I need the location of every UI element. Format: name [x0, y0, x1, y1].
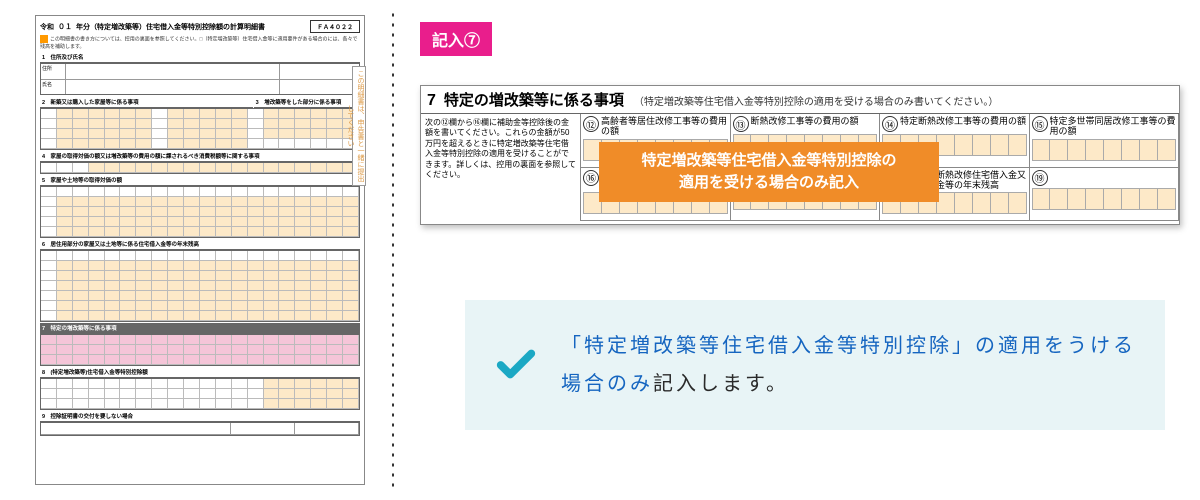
callout-text: 「特定増改築等住宅借入金等特別控除」の適用をうける場合のみ記入します。: [561, 327, 1137, 403]
section-6-body: [40, 250, 360, 322]
section-8-body: [40, 378, 360, 410]
section-9-header: 9 控除証明書の交付を要しない場合: [40, 411, 360, 422]
enlarged-header: 7 特定の増改築等に係る事項 （特定増改築等住宅借入金等特別控除の適用を受ける場…: [421, 86, 1179, 114]
section-7-header: 7 特定の増改築等に係る事項: [40, 323, 360, 334]
form-title-row: 令和 ０１ 年分（特定増改築等）住宅借入金等特別控除額の計算明細書 ＦＡ４０２２: [40, 20, 360, 33]
section-9-body: [40, 422, 360, 436]
dotted-divider: [392, 10, 394, 490]
callout-rest-text: 記入します。: [653, 373, 789, 395]
section-description: 次の⑫欄から⑯欄に補助金等控除後の金額を書いてください。これらの金額が50万円を…: [421, 114, 581, 221]
cell-19: ⑲: [1030, 168, 1180, 222]
overlay-line-1: 特定増改築等住宅借入金等特別控除の: [641, 150, 896, 173]
side-tab: この明細書は、申告書と一緒に提出してください: [352, 66, 366, 186]
section-1-header: 1 住所及び氏名: [40, 52, 360, 63]
section-2-header: 2 新築又は購入した家屋等に係る事項: [40, 97, 253, 108]
section-4-body: [40, 162, 360, 174]
section-6-header: 6 居住用部分の家屋又は土地等に係る住宅借入金等の年末残高: [40, 239, 360, 250]
explanation-callout: 「特定増改築等住宅借入金等特別控除」の適用をうける場合のみ記入します。: [465, 300, 1165, 430]
era: 令和: [40, 22, 54, 32]
title-rest: 年分（特定増改築等）住宅借入金等特別控除額の計算明細書: [76, 22, 265, 32]
section-number: 7: [427, 92, 436, 110]
entry-badge: 記入⑦: [420, 22, 492, 56]
address-block: 住所 氏名: [40, 63, 360, 95]
section-8-header: 8 (特定増改築等)住宅借入金等特別控除額: [40, 367, 360, 378]
callout-blue-text: 「特定増改築等住宅借入金等特別控除」の適用をうける場合のみ: [561, 335, 1136, 395]
enlarged-section-7: 7 特定の増改築等に係る事項 （特定増改築等住宅借入金等特別控除の適用を受ける場…: [420, 85, 1180, 225]
section-5-header: 5 家屋や土地等の取得対価の額: [40, 175, 360, 186]
overlay-line-2: 適用を受ける場合のみ記入: [679, 172, 859, 195]
year: ０１: [58, 22, 72, 32]
section-4-header: 4 家屋の取得対価の額又は増改築等の費用の額に課されるべき消費税額等に関する事項: [40, 151, 360, 162]
section-5-body: [40, 186, 360, 238]
cell-15: ⑮特定多世帯同居改修工事等の費用の額: [1030, 114, 1180, 168]
section-7-body: [40, 334, 360, 366]
form-thumbnail: 令和 ０１ 年分（特定増改築等）住宅借入金等特別控除額の計算明細書 ＦＡ４０２２…: [35, 15, 365, 485]
section-subtitle: （特定増改築等住宅借入金等特別控除の適用を受ける場合のみ書いてください。）: [634, 93, 998, 108]
section-2-3-body: [40, 108, 360, 150]
form-code: ＦＡ４０２２: [310, 20, 360, 33]
orange-overlay: 特定増改築等住宅借入金等特別控除の 適用を受ける場合のみ記入: [599, 142, 939, 202]
section-title: 特定の増改築等に係る事項: [444, 89, 624, 110]
form-note: この明細書の書き方については、控用の裏面を参照してください。□（特定増改築等）住…: [40, 35, 360, 50]
check-icon: [493, 342, 539, 388]
